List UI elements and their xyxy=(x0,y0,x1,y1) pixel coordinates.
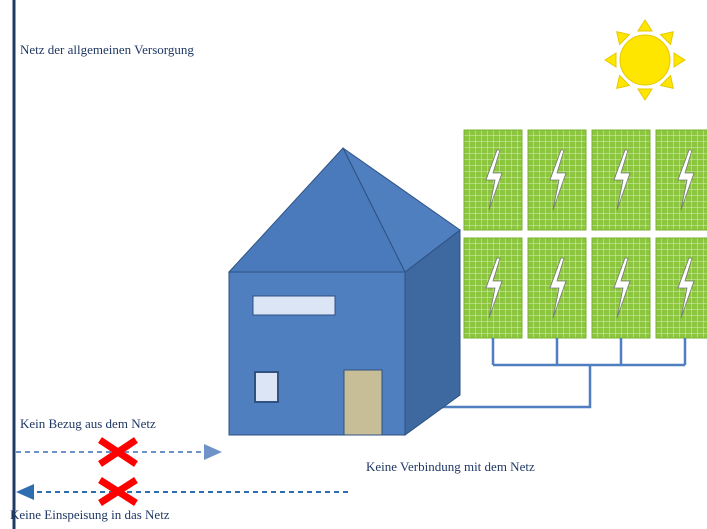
cross xyxy=(100,440,136,464)
house xyxy=(229,148,460,435)
sun xyxy=(588,3,701,116)
solar-panels xyxy=(464,130,707,338)
grid-label: Netz der allgemeinen Versorgung xyxy=(20,42,194,57)
no-feed-in-label: Keine Einspeisung in das Netz xyxy=(10,507,170,522)
no-connection-label: Keine Verbindung mit dem Netz xyxy=(366,459,535,474)
diagram: Netz der allgemeinen Versorgung Kein Bez… xyxy=(0,0,707,529)
no-supply-label: Kein Bezug aus dem Netz xyxy=(20,416,156,431)
wiring xyxy=(430,338,685,407)
